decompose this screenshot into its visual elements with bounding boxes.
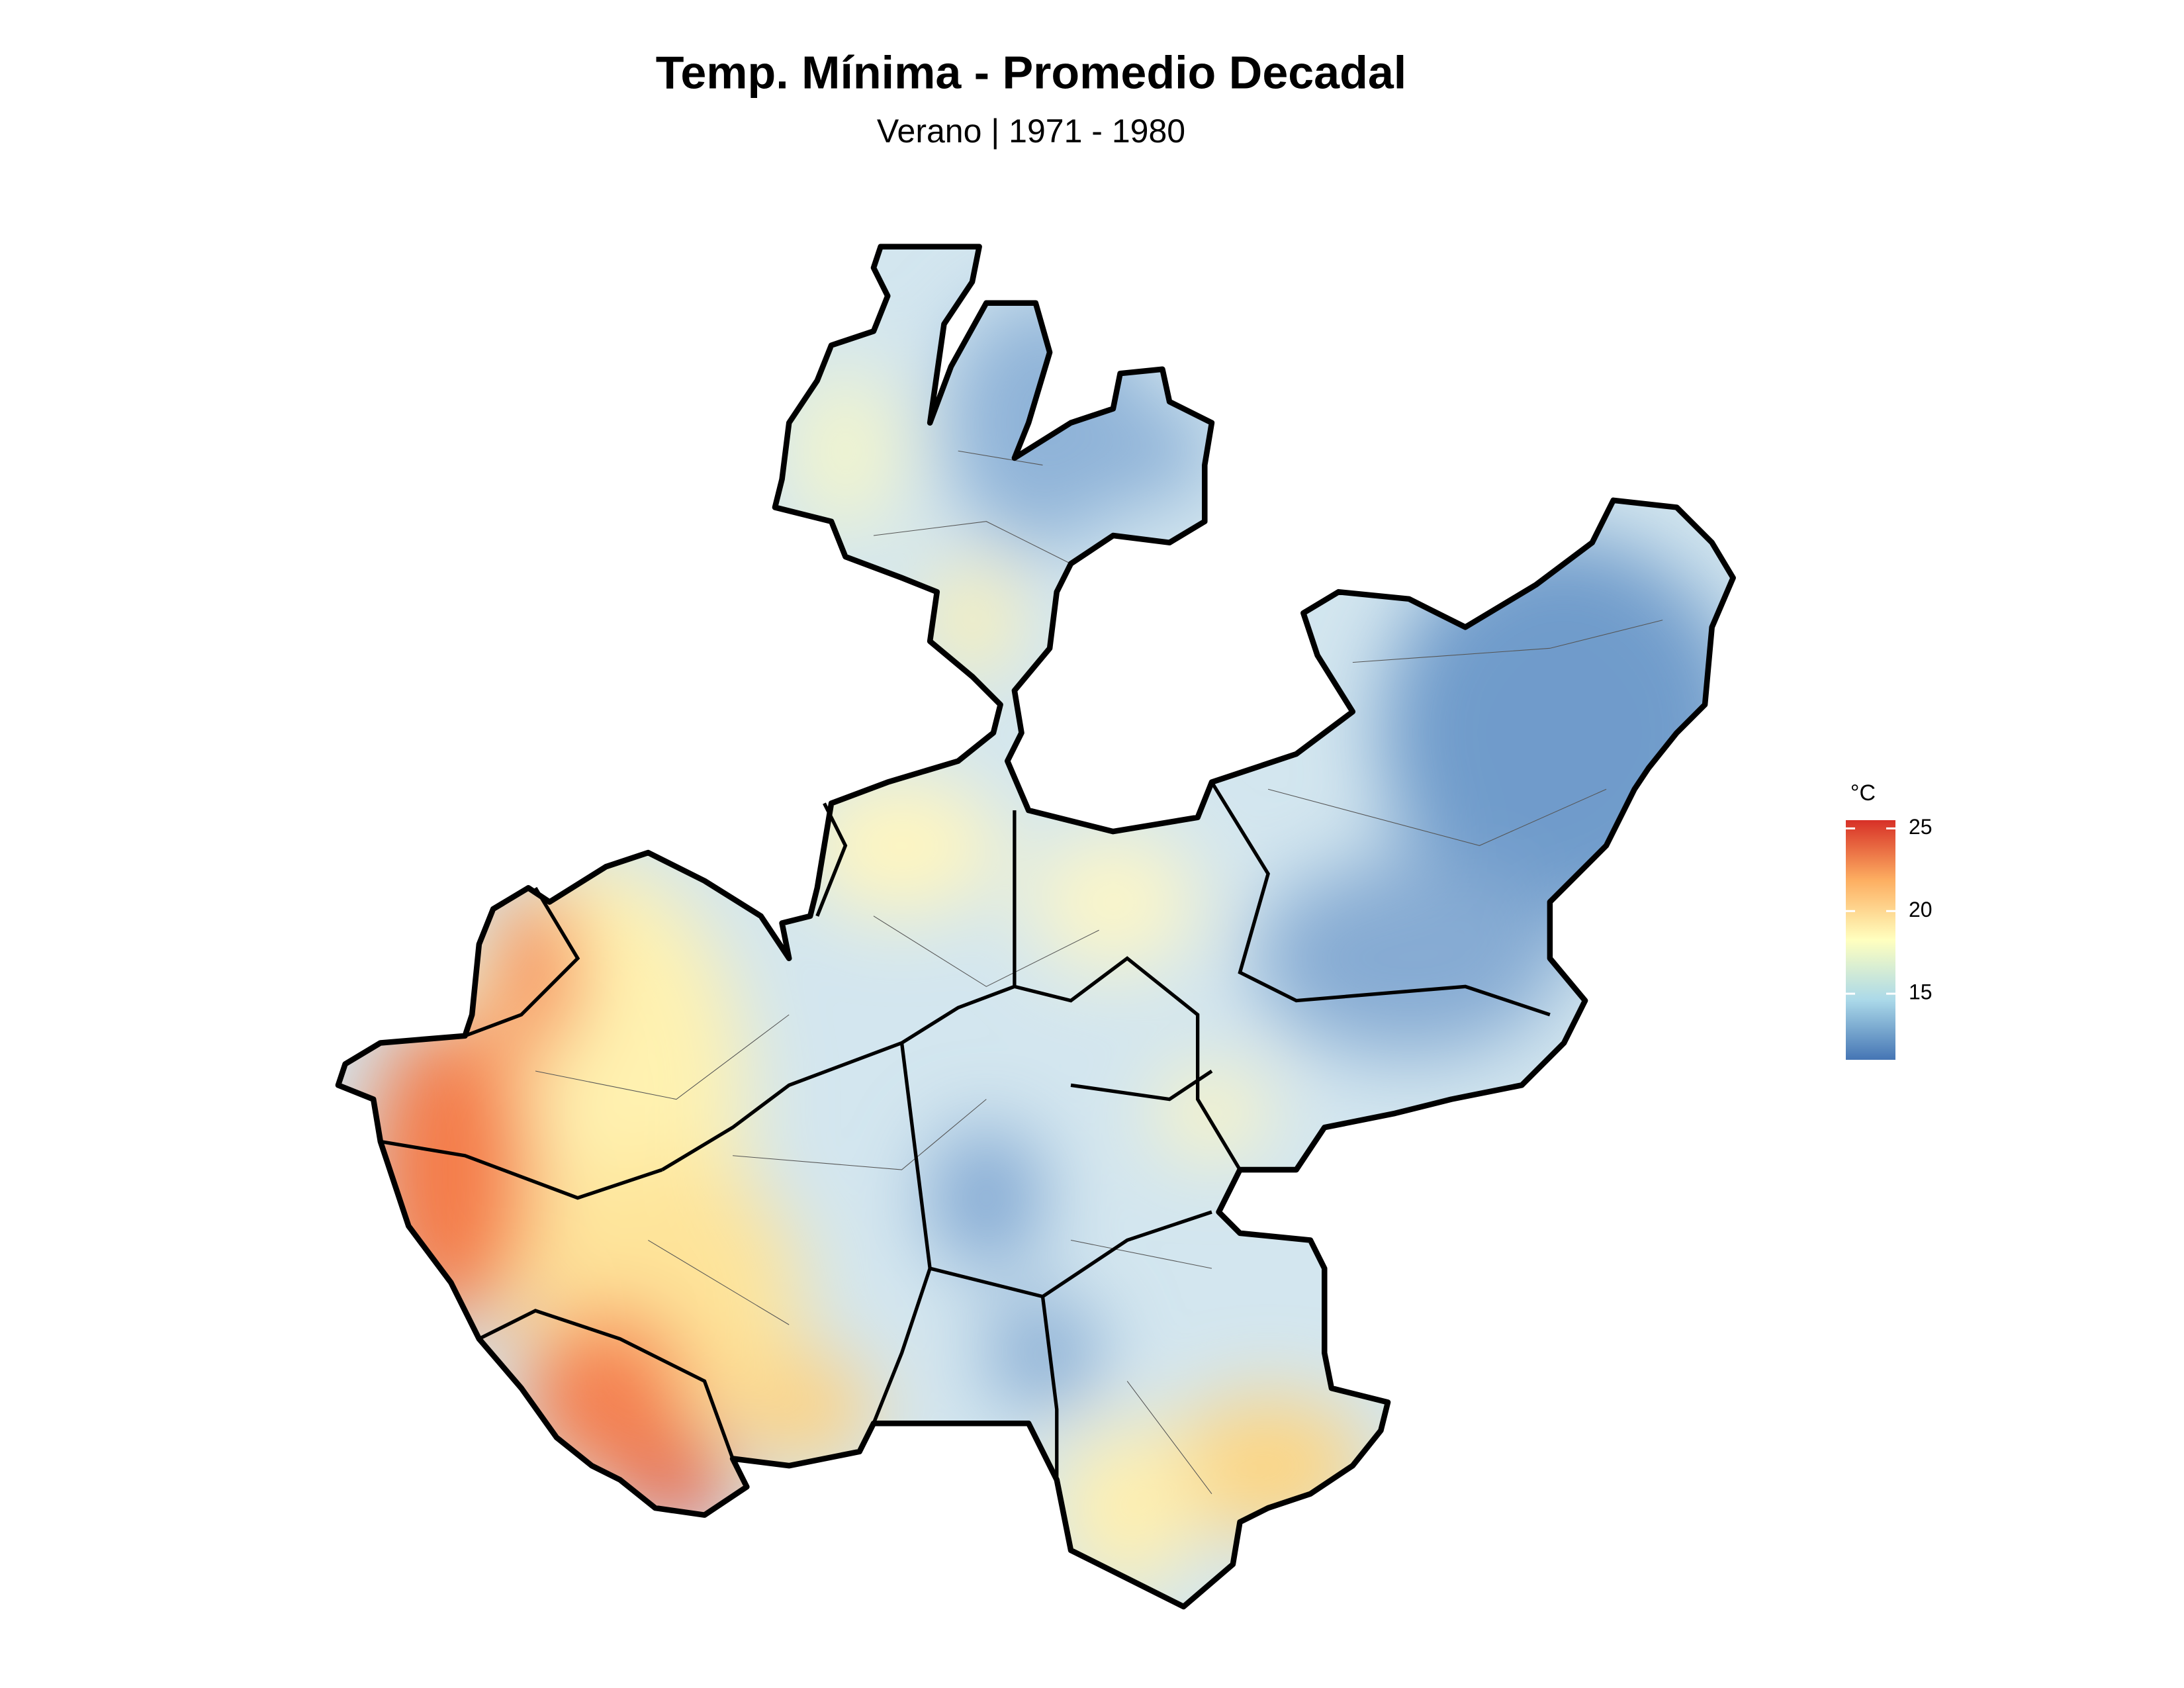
map-subtitle: Verano | 1971 - 1980: [877, 113, 1185, 150]
region-borders: [380, 781, 1551, 1480]
state-map: [335, 244, 1736, 1610]
legend-tick-label: 25: [1909, 815, 1933, 839]
legend-title: °C: [1850, 780, 1876, 806]
color-bar: [1846, 820, 1895, 1060]
legend-tick-label: 15: [1909, 980, 1933, 1004]
map-title: Temp. Mínima - Promedio Decadal: [656, 46, 1407, 98]
municipal-borders: [535, 450, 1663, 1495]
legend-tick-label: 20: [1909, 898, 1933, 921]
state-border: [335, 244, 1736, 1610]
